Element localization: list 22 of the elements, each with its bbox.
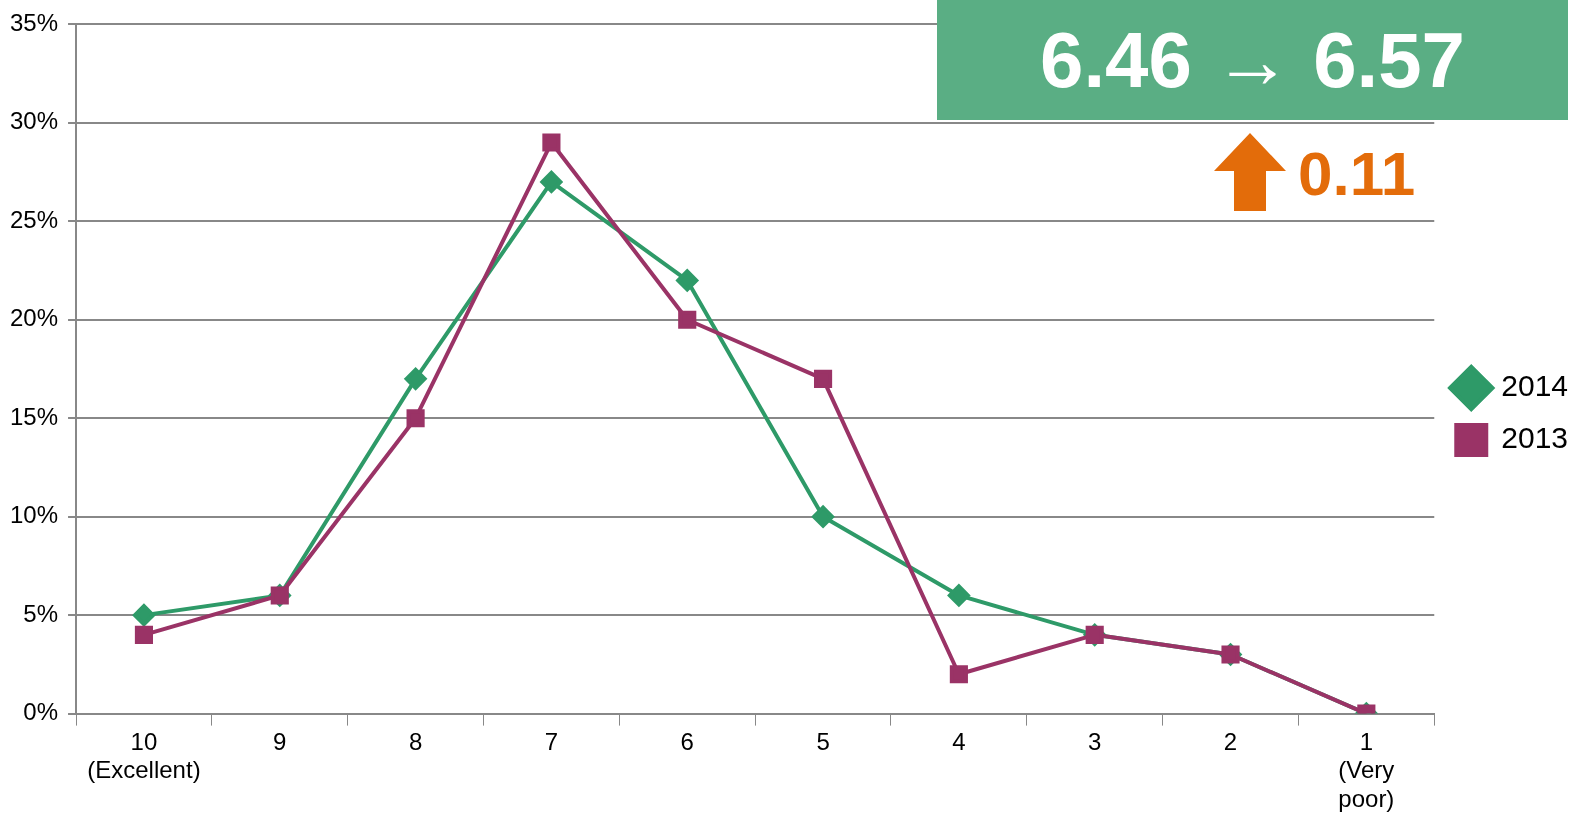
y-tick-label: 25% xyxy=(9,205,59,233)
x-tick-label: 1 (Very poor) xyxy=(1338,727,1395,813)
x-tick-label: 8 xyxy=(408,727,423,755)
y-tick-label: 0% xyxy=(23,698,59,726)
legend-label: 2014 xyxy=(1501,369,1569,403)
x-tick-label: 9 xyxy=(273,727,287,755)
y-tick-label: 5% xyxy=(23,599,59,627)
annotation: 0.11 xyxy=(1298,138,1416,210)
y-tick-label: 30% xyxy=(9,107,59,135)
y-tick-label: 20% xyxy=(9,304,59,332)
y-tick-label: 10% xyxy=(9,501,59,529)
x-tick-label: 4 xyxy=(952,727,966,755)
x-tick-label: 3 xyxy=(1088,727,1102,755)
y-tick-label: 35% xyxy=(9,9,59,37)
y-tick-label: 15% xyxy=(9,402,59,430)
x-tick-label: 10 (Excellent) xyxy=(87,727,201,784)
annotation: 6.46 → 6.57 xyxy=(937,0,1568,120)
legend-label: 2013 xyxy=(1501,421,1569,455)
x-tick-label: 7 xyxy=(544,727,559,755)
x-tick-label: 5 xyxy=(816,727,830,755)
x-tick-label: 2 xyxy=(1223,727,1238,755)
x-tick-label: 6 xyxy=(680,727,694,755)
